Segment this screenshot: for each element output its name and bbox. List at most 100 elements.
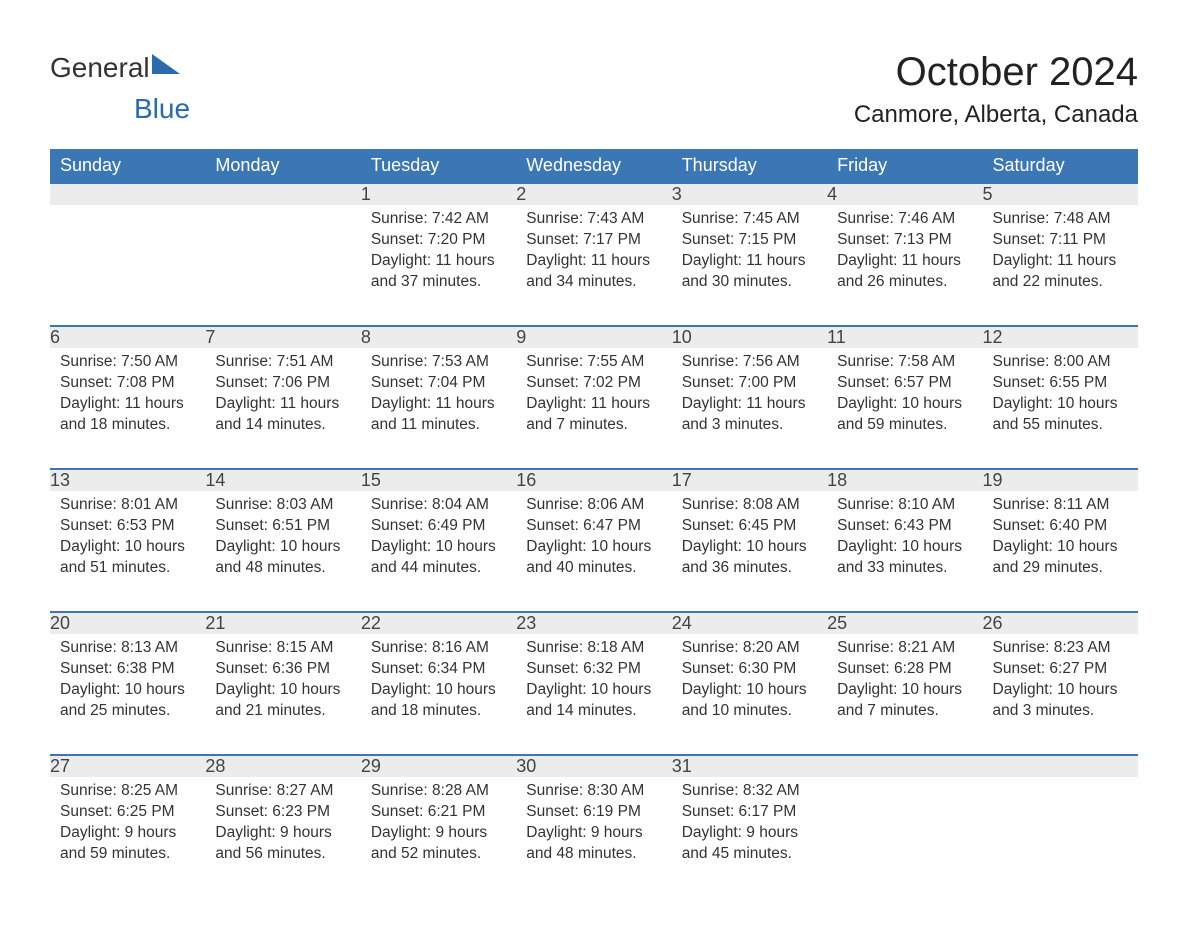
day-header: Thursday — [672, 149, 827, 183]
day-cell: Sunrise: 7:58 AMSunset: 6:57 PMDaylight:… — [827, 348, 982, 469]
day-header: Sunday — [50, 149, 205, 183]
day-number: 6 — [50, 326, 205, 348]
day-number: 26 — [983, 612, 1138, 634]
day-cell: Sunrise: 8:16 AMSunset: 6:34 PMDaylight:… — [361, 634, 516, 755]
day-number: 13 — [50, 469, 205, 491]
day-details: Sunrise: 7:45 AMSunset: 7:15 PMDaylight:… — [672, 205, 827, 303]
day-details: Sunrise: 7:50 AMSunset: 7:08 PMDaylight:… — [50, 348, 205, 446]
day-cell: Sunrise: 8:23 AMSunset: 6:27 PMDaylight:… — [983, 634, 1138, 755]
day-cell — [50, 205, 205, 326]
day-number: 17 — [672, 469, 827, 491]
day-cell: Sunrise: 8:15 AMSunset: 6:36 PMDaylight:… — [205, 634, 360, 755]
day-cell: Sunrise: 8:21 AMSunset: 6:28 PMDaylight:… — [827, 634, 982, 755]
day-cell: Sunrise: 8:10 AMSunset: 6:43 PMDaylight:… — [827, 491, 982, 612]
day-number: 21 — [205, 612, 360, 634]
day-number: 12 — [983, 326, 1138, 348]
day-number — [983, 755, 1138, 777]
logo: General — [50, 50, 184, 86]
day-cell: Sunrise: 7:55 AMSunset: 7:02 PMDaylight:… — [516, 348, 671, 469]
day-cell: Sunrise: 8:00 AMSunset: 6:55 PMDaylight:… — [983, 348, 1138, 469]
day-number: 20 — [50, 612, 205, 634]
day-number-row: 6789101112 — [50, 326, 1138, 348]
day-details: Sunrise: 8:20 AMSunset: 6:30 PMDaylight:… — [672, 634, 827, 732]
day-cell: Sunrise: 8:18 AMSunset: 6:32 PMDaylight:… — [516, 634, 671, 755]
day-number: 18 — [827, 469, 982, 491]
day-details: Sunrise: 8:30 AMSunset: 6:19 PMDaylight:… — [516, 777, 671, 875]
day-cell — [827, 777, 982, 897]
day-details: Sunrise: 8:18 AMSunset: 6:32 PMDaylight:… — [516, 634, 671, 732]
day-number: 22 — [361, 612, 516, 634]
day-details: Sunrise: 8:10 AMSunset: 6:43 PMDaylight:… — [827, 491, 982, 589]
day-cell: Sunrise: 7:43 AMSunset: 7:17 PMDaylight:… — [516, 205, 671, 326]
day-number: 8 — [361, 326, 516, 348]
day-cell: Sunrise: 7:56 AMSunset: 7:00 PMDaylight:… — [672, 348, 827, 469]
day-details: Sunrise: 7:42 AMSunset: 7:20 PMDaylight:… — [361, 205, 516, 303]
logo-text-1: General — [50, 52, 150, 84]
day-details: Sunrise: 8:11 AMSunset: 6:40 PMDaylight:… — [983, 491, 1138, 589]
day-number: 29 — [361, 755, 516, 777]
day-number: 10 — [672, 326, 827, 348]
day-details: Sunrise: 7:48 AMSunset: 7:11 PMDaylight:… — [983, 205, 1138, 303]
day-number: 19 — [983, 469, 1138, 491]
day-number: 5 — [983, 183, 1138, 205]
day-number: 28 — [205, 755, 360, 777]
day-cell: Sunrise: 7:51 AMSunset: 7:06 PMDaylight:… — [205, 348, 360, 469]
day-cell: Sunrise: 7:50 AMSunset: 7:08 PMDaylight:… — [50, 348, 205, 469]
day-number-row: 20212223242526 — [50, 612, 1138, 634]
day-number-row: 2728293031 — [50, 755, 1138, 777]
day-number-row: 12345 — [50, 183, 1138, 205]
day-number: 2 — [516, 183, 671, 205]
day-details: Sunrise: 8:25 AMSunset: 6:25 PMDaylight:… — [50, 777, 205, 875]
day-cell: Sunrise: 8:11 AMSunset: 6:40 PMDaylight:… — [983, 491, 1138, 612]
day-number: 16 — [516, 469, 671, 491]
day-cell: Sunrise: 8:06 AMSunset: 6:47 PMDaylight:… — [516, 491, 671, 612]
day-number: 15 — [361, 469, 516, 491]
day-details: Sunrise: 8:00 AMSunset: 6:55 PMDaylight:… — [983, 348, 1138, 446]
day-details: Sunrise: 8:32 AMSunset: 6:17 PMDaylight:… — [672, 777, 827, 875]
day-number: 24 — [672, 612, 827, 634]
day-number: 1 — [361, 183, 516, 205]
day-details: Sunrise: 8:21 AMSunset: 6:28 PMDaylight:… — [827, 634, 982, 732]
day-cell: Sunrise: 8:30 AMSunset: 6:19 PMDaylight:… — [516, 777, 671, 897]
day-number — [827, 755, 982, 777]
day-number: 9 — [516, 326, 671, 348]
day-cell: Sunrise: 8:27 AMSunset: 6:23 PMDaylight:… — [205, 777, 360, 897]
location: Canmore, Alberta, Canada — [854, 101, 1138, 129]
day-details: Sunrise: 7:51 AMSunset: 7:06 PMDaylight:… — [205, 348, 360, 446]
day-details: Sunrise: 8:01 AMSunset: 6:53 PMDaylight:… — [50, 491, 205, 589]
day-details: Sunrise: 7:53 AMSunset: 7:04 PMDaylight:… — [361, 348, 516, 446]
day-header: Monday — [205, 149, 360, 183]
calendar-table: SundayMondayTuesdayWednesdayThursdayFrid… — [50, 149, 1138, 897]
day-cell: Sunrise: 7:48 AMSunset: 7:11 PMDaylight:… — [983, 205, 1138, 326]
day-details: Sunrise: 8:04 AMSunset: 6:49 PMDaylight:… — [361, 491, 516, 589]
day-details: Sunrise: 7:43 AMSunset: 7:17 PMDaylight:… — [516, 205, 671, 303]
day-number: 31 — [672, 755, 827, 777]
day-number: 23 — [516, 612, 671, 634]
day-details: Sunrise: 8:16 AMSunset: 6:34 PMDaylight:… — [361, 634, 516, 732]
day-details: Sunrise: 8:28 AMSunset: 6:21 PMDaylight:… — [361, 777, 516, 875]
day-cell: Sunrise: 7:53 AMSunset: 7:04 PMDaylight:… — [361, 348, 516, 469]
day-number: 25 — [827, 612, 982, 634]
day-details: Sunrise: 8:15 AMSunset: 6:36 PMDaylight:… — [205, 634, 360, 732]
day-cell: Sunrise: 8:25 AMSunset: 6:25 PMDaylight:… — [50, 777, 205, 897]
day-cell: Sunrise: 8:04 AMSunset: 6:49 PMDaylight:… — [361, 491, 516, 612]
day-body-row: Sunrise: 7:50 AMSunset: 7:08 PMDaylight:… — [50, 348, 1138, 469]
day-details: Sunrise: 7:55 AMSunset: 7:02 PMDaylight:… — [516, 348, 671, 446]
day-number: 30 — [516, 755, 671, 777]
day-details: Sunrise: 8:03 AMSunset: 6:51 PMDaylight:… — [205, 491, 360, 589]
day-cell: Sunrise: 8:28 AMSunset: 6:21 PMDaylight:… — [361, 777, 516, 897]
day-body-row: Sunrise: 8:13 AMSunset: 6:38 PMDaylight:… — [50, 634, 1138, 755]
day-header-row: SundayMondayTuesdayWednesdayThursdayFrid… — [50, 149, 1138, 183]
logo-flag-icon — [152, 50, 184, 74]
month-title: October 2024 — [854, 50, 1138, 95]
day-cell: Sunrise: 8:03 AMSunset: 6:51 PMDaylight:… — [205, 491, 360, 612]
day-details: Sunrise: 8:06 AMSunset: 6:47 PMDaylight:… — [516, 491, 671, 589]
day-cell: Sunrise: 7:42 AMSunset: 7:20 PMDaylight:… — [361, 205, 516, 326]
day-cell: Sunrise: 8:01 AMSunset: 6:53 PMDaylight:… — [50, 491, 205, 612]
day-details: Sunrise: 7:58 AMSunset: 6:57 PMDaylight:… — [827, 348, 982, 446]
day-body-row: Sunrise: 8:25 AMSunset: 6:25 PMDaylight:… — [50, 777, 1138, 897]
day-number: 4 — [827, 183, 982, 205]
day-cell: Sunrise: 8:20 AMSunset: 6:30 PMDaylight:… — [672, 634, 827, 755]
day-number: 7 — [205, 326, 360, 348]
day-details: Sunrise: 7:46 AMSunset: 7:13 PMDaylight:… — [827, 205, 982, 303]
